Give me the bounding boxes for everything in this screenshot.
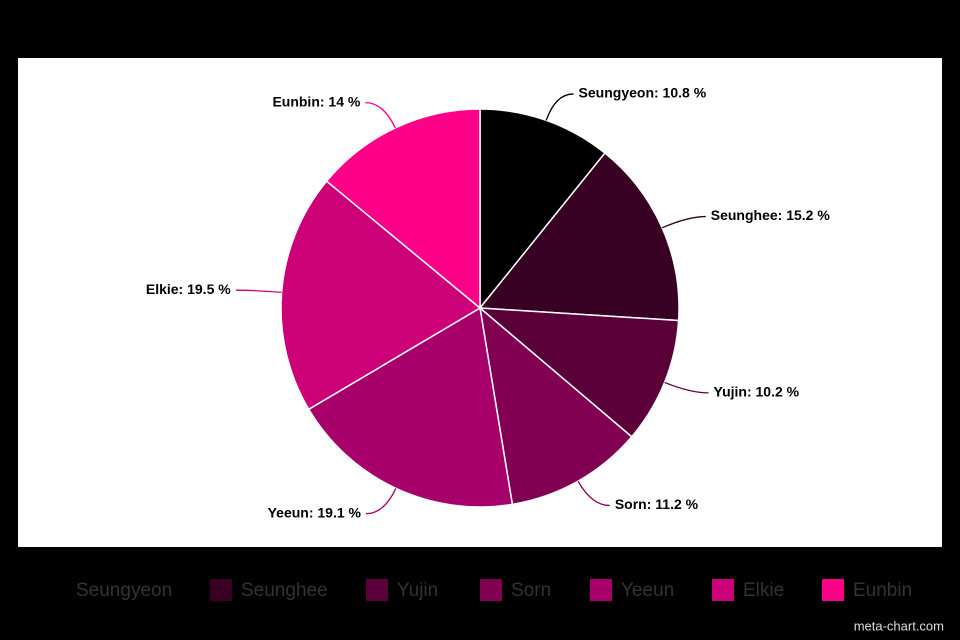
data-label: Sorn: 11.2 % (615, 496, 699, 512)
pie-slice (280, 180, 482, 411)
data-label: Elkie: 19.5 % (146, 281, 231, 297)
legend-label: Seungyeon (76, 580, 172, 601)
legend-swatch (822, 579, 844, 601)
legend-label: Yeeun (621, 580, 674, 601)
pie-slice (478, 306, 633, 506)
pie-slice (307, 306, 514, 508)
legend-swatch (45, 579, 67, 601)
leader-line (664, 381, 709, 394)
data-label: Eunbin: 14 % (272, 93, 360, 109)
legend-swatch (590, 579, 612, 601)
data-label: Yujin: 10.2 % (714, 384, 800, 400)
leader-line (365, 101, 396, 129)
pie-slice (478, 152, 680, 322)
legend-label: Yujin (397, 580, 438, 601)
data-label: Seunghee: 15.2 % (711, 207, 831, 223)
leader-line (661, 215, 706, 229)
pie-slice (477, 307, 680, 438)
leader-line (365, 488, 397, 515)
legend-label: Elkie (743, 580, 784, 601)
legend-swatch (210, 579, 232, 601)
watermark: meta-chart.com (854, 618, 944, 633)
legend-label: Eunbin (853, 580, 912, 601)
pie-slice (325, 108, 481, 310)
legend-label: Sorn (511, 580, 551, 601)
data-label: Yeeun: 19.1 % (268, 504, 362, 520)
legend-label: Seunghee (241, 580, 328, 601)
legend-swatch (480, 579, 502, 601)
leader-line (235, 289, 282, 294)
leader-line (577, 480, 610, 507)
leader-line (545, 93, 574, 121)
legend-swatch (712, 579, 734, 601)
data-label: Seungyeon: 10.8 % (579, 85, 707, 101)
legend-swatch (366, 579, 388, 601)
